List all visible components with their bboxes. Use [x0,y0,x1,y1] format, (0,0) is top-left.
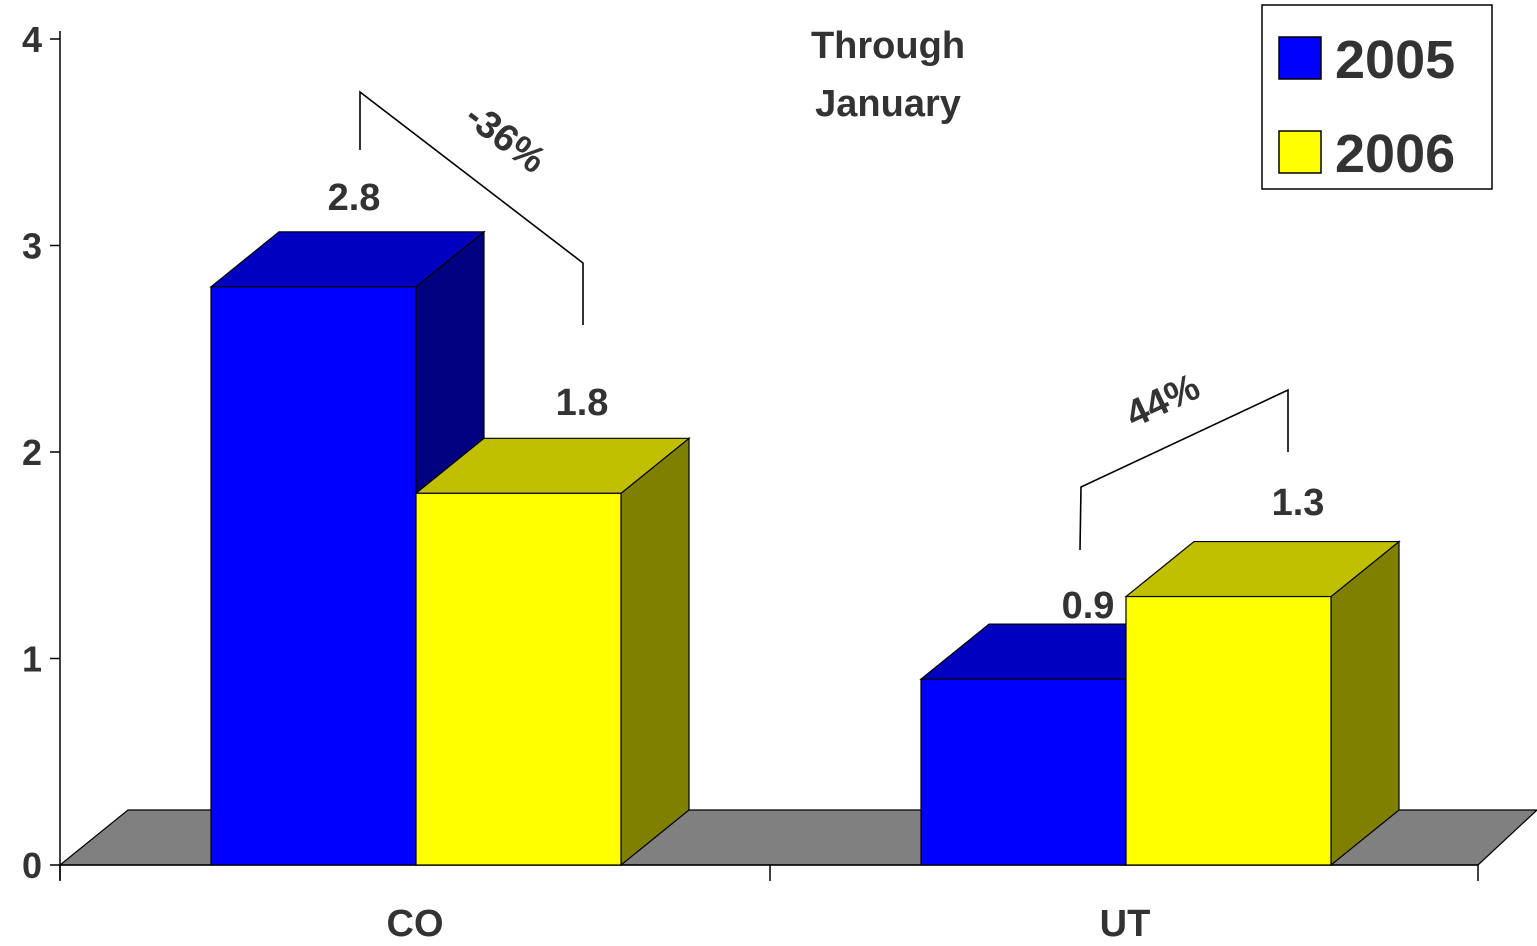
y-tick-label: 3 [22,226,42,267]
chart-title-line-1: Through [811,25,965,67]
legend-label-2006: 2006 [1335,124,1455,184]
data-label: 0.9 [1062,585,1115,627]
bar-front-face [920,678,1127,866]
bar-side-face [620,437,690,867]
x-category-label: UT [1100,903,1151,945]
bar [414,437,691,867]
legend-label-2005: 2005 [1335,30,1455,90]
data-label: 2.8 [328,177,381,219]
change-label-co: -36% [457,95,553,182]
legend: 2005 2006 [1261,4,1493,190]
data-label: 1.3 [1272,482,1325,524]
data-labels-layer: 2.8 1.8 0.9 1.3 [328,177,1325,627]
y-tick-label: 2 [22,432,42,473]
change-label-ut: 44% [1120,366,1207,436]
chart-title-line-2: January [815,83,961,125]
change-bracket-co [359,90,584,325]
legend-swatch-2005 [1278,36,1322,80]
y-tick-label: 1 [22,639,42,680]
legend-swatch-2006 [1278,130,1322,174]
data-label: 1.8 [556,382,609,424]
y-tick-label: 4 [22,19,42,60]
bar-front-face [1125,595,1332,866]
bars-layer [209,230,1401,867]
bar-front-face [415,492,622,866]
y-tick-label: 0 [22,845,42,886]
bar [1124,540,1401,867]
bar-side-face [1330,540,1400,867]
x-category-label: CO [387,903,444,945]
bar-front-face [210,286,417,866]
change-bracket-ut [1079,388,1289,551]
